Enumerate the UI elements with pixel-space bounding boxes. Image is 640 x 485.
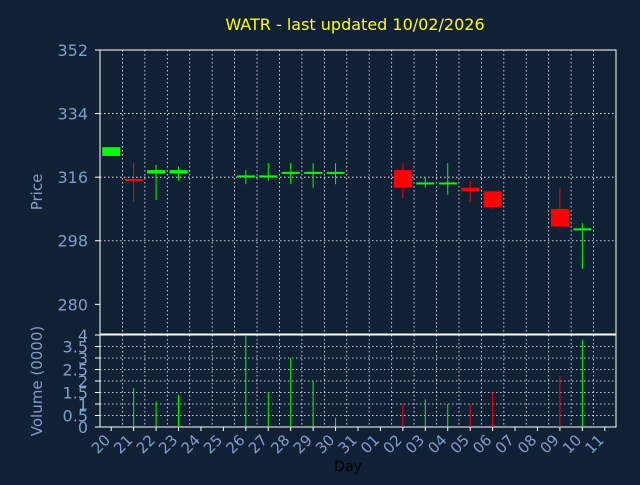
price-tick-label: 334 (57, 105, 88, 124)
candle-body (102, 147, 121, 156)
volume-tick-label: 0 (78, 418, 88, 437)
volume-tick-label: 3 (78, 349, 88, 368)
chart-title: WATR - last updated 10/02/2026 (225, 15, 484, 34)
price-tick-label: 352 (57, 41, 88, 60)
candle-body (236, 175, 255, 178)
candle-body (438, 182, 457, 185)
candle-body (326, 171, 345, 174)
candle-body (416, 182, 435, 185)
candle-body (393, 170, 412, 188)
volume-tick-label: 4 (78, 326, 88, 345)
volume-tick-label: 3.5 (63, 338, 88, 357)
candle-body (169, 170, 188, 174)
candle-body (124, 178, 143, 181)
volume-tick-label: 2 (78, 372, 88, 391)
candle-body (573, 228, 592, 231)
candle-body (259, 175, 278, 178)
price-tick-label: 316 (57, 168, 88, 187)
volume-tick-label: 1 (78, 395, 88, 414)
candle-body (550, 208, 569, 227)
volume-tick-label: 1.5 (63, 384, 88, 403)
price-tick-label: 280 (57, 295, 88, 314)
candle-body (483, 191, 502, 208)
price-tick-label: 298 (57, 232, 88, 251)
candle-body (147, 170, 166, 174)
x-axis-label: Day (334, 459, 362, 475)
price-plot-frame (99, 49, 617, 335)
volume-axis-label: Volume (0000) (28, 326, 46, 436)
candle-body (304, 171, 323, 174)
price-panel: 280 298 316 334 352 (57, 41, 617, 335)
candle-body (281, 171, 300, 174)
volume-tick-label: 0.5 (63, 407, 88, 426)
candle-body (461, 187, 480, 192)
volume-tick-label: 2.5 (63, 361, 88, 380)
price-axis-label: Price (28, 174, 46, 211)
volume-panel: 00.511.522.533.54 (63, 326, 617, 437)
